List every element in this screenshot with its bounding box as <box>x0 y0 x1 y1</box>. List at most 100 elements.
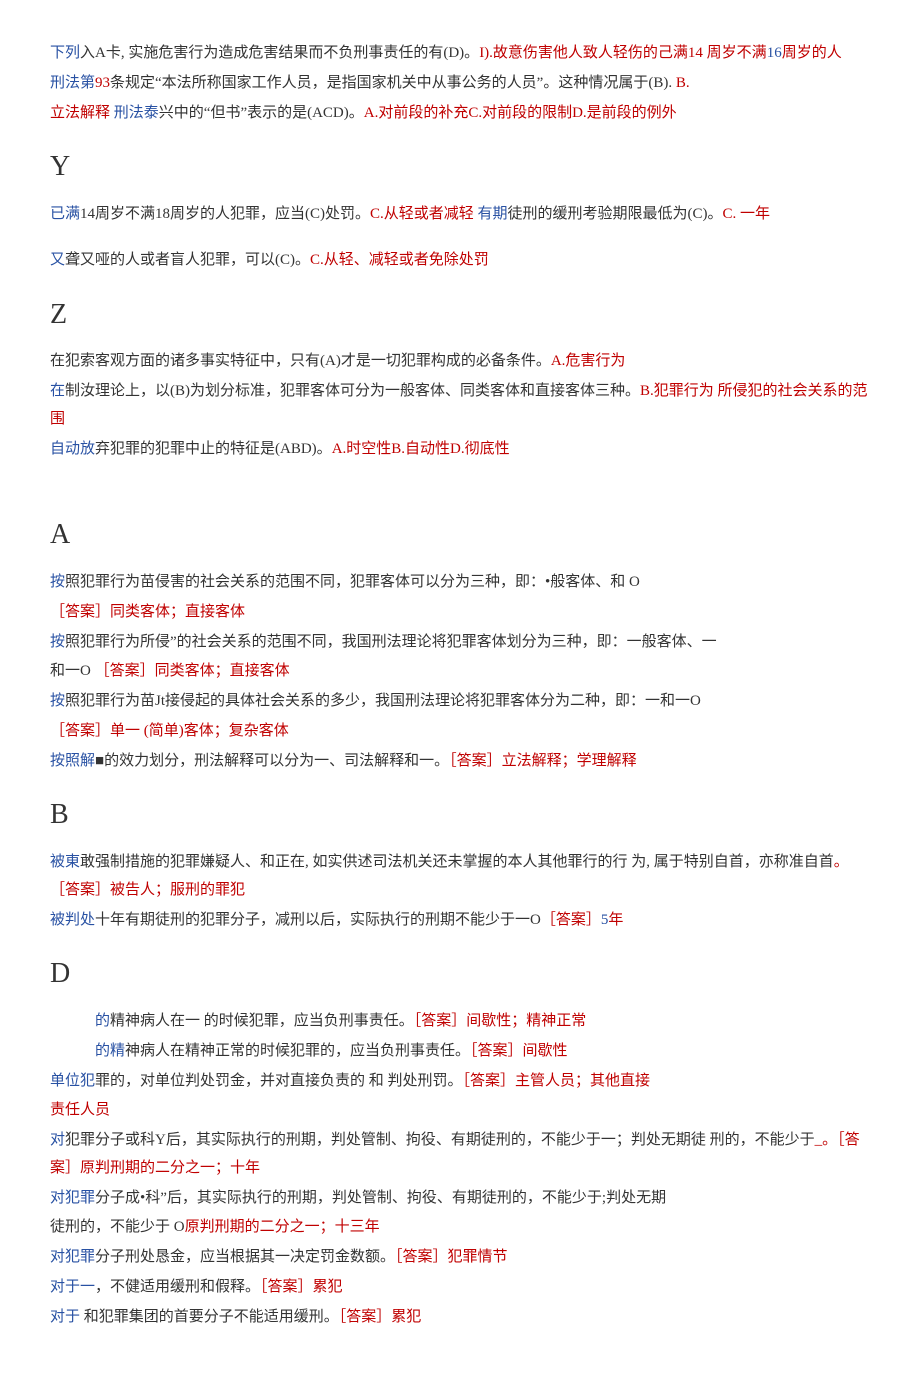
text-run: ［答案］单一 (简单)客体；复杂客体 <box>50 723 289 739</box>
text-paragraph: 和一O ［答案］同类客体；直接客体 <box>50 658 870 686</box>
text-paragraph: 已满14周岁不满18周岁的人犯罪，应当(C)处罚。C.从轻或者减轻 有期徒刑的缓… <box>50 201 870 229</box>
text-run: 在犯索客观方面的诸多事实特征中，只有(A)才是一切犯罪构成的必备条件。 <box>50 353 551 369</box>
text-run: 下列 <box>50 45 80 61</box>
text-paragraph: 按照犯罪行为苗Jt接侵起的具体社会关系的多少，我国刑法理论将犯罪客体分为二种，即… <box>50 688 870 716</box>
text-paragraph: 在制汝理论上，以(B)为划分标准，犯罪客体可分为一般客体、同类客体和直接客体三种… <box>50 378 870 434</box>
text-run: 条规定“本法所称国家工作人员，是指国家机关中从事公务的人员”。这种情况属于(B)… <box>110 75 676 91</box>
text-run: 和犯罪集团的首要分子不能适用缓刑。 <box>80 1309 339 1325</box>
text-run: 责任人员 <box>50 1102 110 1118</box>
text-run: 16 <box>767 45 782 61</box>
text-run: 立法解释 <box>50 105 114 121</box>
text-run: 被判处 <box>50 912 95 928</box>
text-paragraph: ［答案］单一 (简单)客体；复杂客体 <box>50 718 870 746</box>
section-heading: D <box>50 948 870 1000</box>
text-run: 有期 <box>478 206 508 222</box>
text-run: 周岁的人 <box>782 45 842 61</box>
text-run: ［答案］累犯 <box>339 1309 422 1325</box>
text-run: 照犯罪行为所侵”的社会关系的范围不同，我国刑法理论将犯罪客体划分为三种，即：一般… <box>65 634 717 650</box>
text-run: C.从轻、减轻或者免除处罚 <box>310 252 489 268</box>
text-run: I).故意伤害他人致人轻伤的己满14 周岁不满 <box>479 45 767 61</box>
text-run: ［答案］立法解释；学理解释 <box>449 753 637 769</box>
text-run: 原判刑期的二分之一；十三年 <box>185 1219 380 1235</box>
text-run: 对于 <box>50 1309 80 1325</box>
text-run: 对犯罪 <box>50 1249 95 1265</box>
text-run: 照犯罪行为苗Jt接侵起的具体社会关系的多少，我国刑法理论将犯罪客体分为二种，即：… <box>65 693 701 709</box>
document-body: 下列入A卡, 实施危害行为造成危害结果而不负刑事责任的有(D)。I).故意伤害他… <box>50 40 870 1331</box>
text-run: 按 <box>50 634 65 650</box>
text-run: 精神病人在一 的时候犯罪，应当负刑事责任。 <box>110 1013 414 1029</box>
section-heading: Y <box>50 141 870 193</box>
text-run: ［答案］主管人员；其他直接 <box>463 1073 651 1089</box>
text-paragraph: 按照解■的效力划分，刑法解释可以分为一、司法解释和一。［答案］立法解释；学理解释 <box>50 748 870 776</box>
text-paragraph: 对于一，不健适用缓刑和假释。［答案］累犯 <box>50 1274 870 1302</box>
text-paragraph: 被東敢强制措施的犯罪嫌疑人、和正在, 如实供述司法机关还未掌握的本人其他罪行的行… <box>50 849 870 905</box>
text-run: 已满 <box>50 206 80 222</box>
text-paragraph: 的精神病人在一 的时候犯罪，应当负刑事责任。［答案］间歇性；精神正常 <box>50 1008 870 1036</box>
text-run: 被東 <box>50 854 80 870</box>
text-run: 年 <box>608 912 623 928</box>
text-paragraph: 在犯索客观方面的诸多事实特征中，只有(A)才是一切犯罪构成的必备条件。A.危害行… <box>50 348 870 376</box>
text-run: ［答案］犯罪情节 <box>395 1249 508 1265</box>
text-paragraph: 徒刑的，不能少于 O原判刑期的二分之一；十三年 <box>50 1214 870 1242</box>
text-paragraph: 刑法第93条规定“本法所称国家工作人员，是指国家机关中从事公务的人员”。这种情况… <box>50 70 870 98</box>
text-run: 刑法泰 <box>114 105 159 121</box>
text-run: 入A卡, 实施危害行为造成危害结果而不负刑事责任的有(D)。 <box>80 45 479 61</box>
text-run: 在 <box>50 383 65 399</box>
text-run: 罪的，对单位判处罚金，并对直接负责的 和 判处刑罚。 <box>95 1073 463 1089</box>
text-run: 单位犯 <box>50 1073 95 1089</box>
text-run: C.从轻或者减轻 <box>370 206 478 222</box>
text-run: 神病人在精神正常的时候犯罪的，应当负刑事责任。 <box>125 1043 470 1059</box>
text-paragraph: 责任人员 <box>50 1097 870 1125</box>
text-run: A.危害行为 <box>551 353 626 369</box>
section-heading: B <box>50 789 870 841</box>
text-run: 按照解 <box>50 753 95 769</box>
text-paragraph: 自动放弃犯罪的犯罪中止的特征是(ABD)。A.时空性B.自动性D.彻底性 <box>50 436 870 464</box>
text-paragraph: 对犯罪分子或科Y后，其实际执行的刑期，判处管制、拘役、有期徒刑的，不能少于一；判… <box>50 1127 870 1183</box>
text-paragraph: 按照犯罪行为所侵”的社会关系的范围不同，我国刑法理论将犯罪客体划分为三种，即：一… <box>50 629 870 657</box>
text-paragraph: 对于 和犯罪集团的首要分子不能适用缓刑。［答案］累犯 <box>50 1304 870 1332</box>
text-run: 犯罪分子或科Y后，其实际执行的刑期，判处管制、拘役、有期徒刑的，不能少于一；判处… <box>65 1132 815 1148</box>
text-run: 制汝理论上，以(B)为划分标准，犯罪客体可分为一般客体、同类客体和直接客体三种。 <box>65 383 640 399</box>
text-run: 对犯罪 <box>50 1190 95 1206</box>
text-run: 照犯罪行为苗侵害的社会关系的范围不同，犯罪客体可以分为三种，即：•般客体、和 O <box>65 574 640 590</box>
text-paragraph: 又聋又哑的人或者盲人犯罪，可以(C)。C.从轻、减轻或者免除处罚 <box>50 247 870 275</box>
text-paragraph: 对犯罪分子成•科”后，其实际执行的刑期，判处管制、拘役、有期徒刑的，不能少于;判… <box>50 1185 870 1213</box>
text-run: ［答案］间歇性；精神正常 <box>414 1013 587 1029</box>
text-paragraph: 被判处十年有期徒刑的犯罪分子，减刑以后，实际执行的刑期不能少于一O［答案］5年 <box>50 907 870 935</box>
text-run: 的 <box>95 1013 110 1029</box>
text-run: 兴中的“但书”表示的是(ACD)。 <box>159 105 364 121</box>
text-run: ［答案］间歇性 <box>470 1043 568 1059</box>
text-run: ，不健适用缓刑和假释。 <box>95 1279 260 1295</box>
text-run: B. <box>676 75 690 91</box>
text-run: 按 <box>50 574 65 590</box>
text-run: A.对前段的补充C.对前段的限制D.是前段的例外 <box>364 105 677 121</box>
text-run: ［答案］同类客体；直接客体 <box>50 604 245 620</box>
section-heading: Z <box>50 289 870 341</box>
text-run: 聋又哑的人或者盲人犯罪，可以(C)。 <box>65 252 310 268</box>
text-paragraph: 单位犯罪的，对单位判处罚金，并对直接负责的 和 判处刑罚。［答案］主管人员；其他… <box>50 1068 870 1096</box>
section-heading: A <box>50 509 870 561</box>
text-run: 徒刑的，不能少于 O <box>50 1219 185 1235</box>
text-paragraph: 下列入A卡, 实施危害行为造成危害结果而不负刑事责任的有(D)。I).故意伤害他… <box>50 40 870 68</box>
text-run: 对 <box>50 1132 65 1148</box>
text-run: 分子刑处恳金，应当根据其一决定罚金数额。 <box>95 1249 395 1265</box>
text-run: ［答案］累犯 <box>260 1279 343 1295</box>
text-run: 和一O <box>50 663 95 679</box>
text-run: 14周岁不满18周岁的人犯罪，应当(C)处罚。 <box>80 206 370 222</box>
text-run: 自动放 <box>50 441 95 457</box>
text-run: 按 <box>50 693 65 709</box>
text-run: C. 一年 <box>723 206 771 222</box>
text-run: ■的效力划分，刑法解释可以分为一、司法解释和一。 <box>95 753 449 769</box>
text-run: 弃犯罪的犯罪中止的特征是(ABD)。 <box>95 441 332 457</box>
text-run: 徒刑的缓刑考验期限最低为(C)。 <box>508 206 723 222</box>
text-paragraph: ［答案］同类客体；直接客体 <box>50 599 870 627</box>
text-run: 对于一 <box>50 1279 95 1295</box>
text-paragraph: 立法解释 刑法泰兴中的“但书”表示的是(ACD)。A.对前段的补充C.对前段的限… <box>50 100 870 128</box>
text-run: ［答案］ <box>541 912 601 928</box>
text-paragraph: 对犯罪分子刑处恳金，应当根据其一决定罚金数额。［答案］犯罪情节 <box>50 1244 870 1272</box>
text-run: A.时空性B.自动性D.彻底性 <box>332 441 510 457</box>
text-run: 93 <box>95 75 110 91</box>
text-run: 刑法第 <box>50 75 95 91</box>
text-run: 的精 <box>95 1043 125 1059</box>
text-run: ［答案］同类客体；直接客体 <box>95 663 290 679</box>
